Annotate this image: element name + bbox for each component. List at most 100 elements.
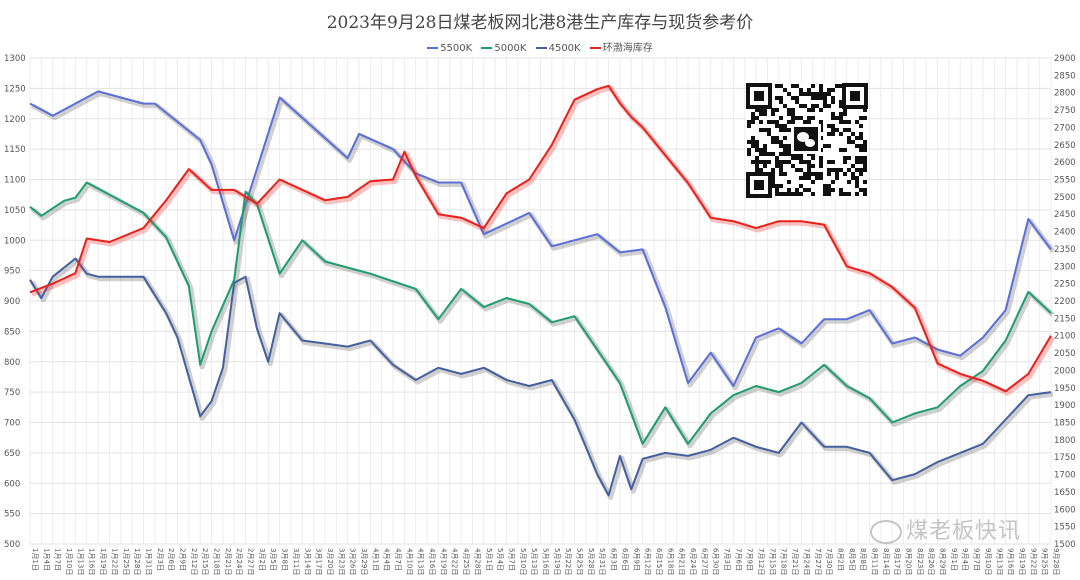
chart-title: 2023年9月28日煤老板网北港8港生产库存与现货参考价 [326, 13, 754, 33]
wechat-icon [870, 520, 902, 544]
x-tick-label: 8月14日 [882, 548, 890, 575]
x-tick-label: 9月22日 [1029, 548, 1037, 575]
y-right-tick-label: 1700 [1054, 471, 1076, 481]
legend-label: 5500K [440, 43, 473, 54]
y-right-tick-label: 2800 [1054, 89, 1076, 99]
x-tick-label: 8月29日 [939, 548, 947, 575]
y-left-tick-label: 1100 [4, 176, 26, 186]
y-right-tick-label: 1550 [1054, 523, 1076, 533]
y-right-tick-label: 1650 [1054, 488, 1076, 498]
y-left-tick-label: 1250 [4, 84, 26, 94]
y-right-tick-label: 2900 [1054, 54, 1076, 64]
x-tick-label: 7月18日 [780, 548, 788, 575]
y-right-tick-label: 2050 [1054, 349, 1076, 359]
x-tick-label: 8月8日 [859, 548, 867, 571]
x-tick-label: 3月5日 [269, 548, 277, 571]
x-tick-label: 7月9日 [746, 548, 754, 571]
x-tick-label: 6月21日 [678, 548, 686, 575]
x-tick-label: 5月19日 [553, 548, 561, 575]
x-tick-label: 4月10日 [405, 548, 413, 575]
legend-item-4500k[interactable]: 4500K [535, 43, 581, 54]
y-left-tick-label: 700 [4, 419, 20, 429]
x-tick-label: 9月7日 [973, 548, 981, 571]
x-tick-label: 3月26日 [349, 548, 357, 575]
x-tick-label: 2月27日 [247, 548, 255, 575]
x-tick-label: 5月4日 [496, 548, 504, 571]
y-left-tick-label: 1150 [4, 145, 26, 155]
x-tick-label: 9月25日 [1041, 548, 1049, 575]
watermark: 煤老板快讯 [870, 513, 1021, 545]
y-right-tick-label: 2400 [1054, 228, 1076, 238]
y-right-tick-label: 1900 [1054, 401, 1076, 411]
x-tick-label: 5月31日 [598, 548, 606, 575]
x-tick-label: 1月16日 [88, 548, 96, 575]
legend-swatch-icon [427, 47, 439, 49]
y-right-tick-label: 2150 [1054, 314, 1076, 324]
legend-item-5500k[interactable]: 5500K [427, 43, 472, 54]
x-tick-label: 6月9日 [632, 548, 640, 571]
y-left-tick-label: 750 [4, 388, 20, 398]
x-tick-label: 7月27日 [814, 548, 822, 575]
y-right-tick-label: 2250 [1054, 280, 1076, 290]
x-tick-label: 5月22日 [564, 548, 572, 575]
legend-swatch-icon [481, 47, 493, 49]
x-tick-label: 6月3日 [610, 548, 618, 571]
x-tick-label: 2月15日 [201, 548, 209, 575]
x-tick-label: 1月10日 [65, 548, 73, 575]
y-right-tick-label: 2300 [1054, 262, 1076, 272]
series-line-5000K [29, 181, 1052, 445]
x-tick-label: 9月13日 [995, 548, 1003, 575]
legend-swatch-icon [589, 47, 601, 49]
y-right-tick-label: 1800 [1054, 436, 1076, 446]
x-tick-label: 4月7日 [394, 548, 402, 571]
legend-item-inventory[interactable]: 环渤海库存 [589, 39, 653, 54]
y-left-tick-label: 950 [4, 267, 20, 277]
x-tick-label: 8月23日 [916, 548, 924, 575]
y-left-tick-label: 550 [4, 510, 20, 520]
x-tick-label: 7月24日 [802, 548, 810, 575]
x-tick-label: 6月24日 [689, 548, 697, 575]
y-left-tick-label: 500 [4, 540, 20, 550]
x-tick-label: 5月16日 [542, 548, 550, 575]
x-tick-label: 6月12日 [644, 548, 652, 575]
y-right-tick-label: 2100 [1054, 332, 1076, 342]
y-right-tick-label: 2700 [1054, 123, 1076, 133]
x-tick-label: 9月1日 [950, 548, 958, 571]
x-tick-label: 3月20日 [326, 548, 334, 575]
x-tick-label: 3月29日 [360, 548, 368, 575]
x-tick-label: 1月1日 [31, 548, 39, 571]
y-right-tick-label: 2850 [1054, 71, 1076, 81]
x-tick-label: 8月2日 [836, 548, 844, 571]
x-tick-label: 7月6日 [734, 548, 742, 571]
x-tick-label: 3月2日 [258, 548, 266, 571]
x-tick-label: 2月21日 [224, 548, 232, 575]
x-tick-label: 7月30日 [825, 548, 833, 575]
x-tick-label: 9月16日 [1007, 548, 1015, 575]
y-left-tick-label: 1050 [4, 206, 26, 216]
x-tick-label: 9月19日 [1018, 548, 1026, 575]
y-right-tick-label: 2600 [1054, 158, 1076, 168]
x-tick-label: 6月18日 [666, 548, 674, 575]
y-right-tick-label: 2750 [1054, 106, 1076, 116]
y-right-tick-label: 2450 [1054, 210, 1076, 220]
y-right-tick-label: 2550 [1054, 176, 1076, 186]
x-tick-label: 2月12日 [190, 548, 198, 575]
x-tick-label: 6月30日 [712, 548, 720, 575]
x-tick-label: 7月3日 [723, 548, 731, 571]
legend-item-5000k[interactable]: 5000K [481, 43, 526, 54]
x-tick-label: 8月5日 [848, 548, 856, 571]
x-tick-label: 1月4日 [42, 548, 50, 571]
y-right-tick-label: 1750 [1054, 453, 1076, 463]
series-shadow-line [30, 90, 1056, 391]
x-tick-label: 1月22日 [110, 548, 118, 575]
y-left-tick-label: 900 [4, 297, 20, 307]
y-left-tick-label: 1300 [4, 54, 26, 64]
y-right-tick-label: 2350 [1054, 245, 1076, 255]
y-right-tick-label: 2200 [1054, 297, 1076, 307]
x-tick-label: 6月27日 [700, 548, 708, 575]
x-tick-label: 2月6日 [167, 548, 175, 571]
x-tick-label: 3月14日 [303, 548, 311, 575]
y-left-tick-label: 650 [4, 449, 20, 459]
x-tick-label: 5月1日 [485, 548, 493, 571]
